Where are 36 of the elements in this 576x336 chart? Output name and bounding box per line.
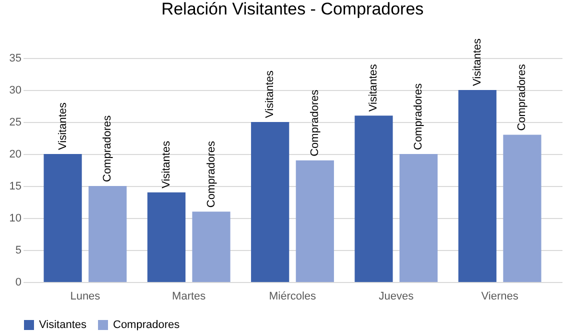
bar <box>458 90 496 282</box>
chart-title: Relación Visitantes - Compradores <box>161 0 424 19</box>
x-tick-label: Miércoles <box>268 290 317 302</box>
data-label: Compradores <box>308 89 321 156</box>
y-tick-label: 15 <box>9 180 22 192</box>
data-label: Compradores <box>412 82 425 150</box>
y-tick-label: 35 <box>9 52 22 64</box>
bar <box>503 134 542 282</box>
data-label: Compradores <box>102 114 114 182</box>
y-tick-label: 25 <box>9 116 22 128</box>
legend-label: Compradores <box>113 319 180 331</box>
legend-label: Visitantes <box>39 319 87 331</box>
bar <box>192 212 230 282</box>
y-tick-label: 30 <box>9 84 22 96</box>
data-label: Visitantes <box>264 70 276 118</box>
data-label: Visitantes <box>471 38 484 86</box>
x-tick-label: Martes <box>172 290 206 302</box>
x-tick-label: Jueves <box>378 290 414 302</box>
y-tick-label: 20 <box>9 148 22 160</box>
bar <box>251 122 290 282</box>
x-tick-label: Viernes <box>481 290 519 302</box>
bar <box>88 186 127 282</box>
bar <box>296 160 334 282</box>
data-label: Compradores <box>205 140 218 208</box>
bar <box>354 116 393 282</box>
data-label: Compradores <box>516 64 528 131</box>
y-tick-label: 5 <box>15 244 22 256</box>
bar <box>400 154 438 282</box>
bar <box>147 192 186 282</box>
data-label: Visitantes <box>368 64 380 112</box>
bar <box>44 154 82 282</box>
data-label: Visitantes <box>160 140 172 188</box>
data-label: Visitantes <box>56 102 69 150</box>
y-tick-label: 0 <box>15 276 22 288</box>
y-tick-label: 10 <box>9 212 22 224</box>
x-tick-label: Lunes <box>70 290 101 302</box>
